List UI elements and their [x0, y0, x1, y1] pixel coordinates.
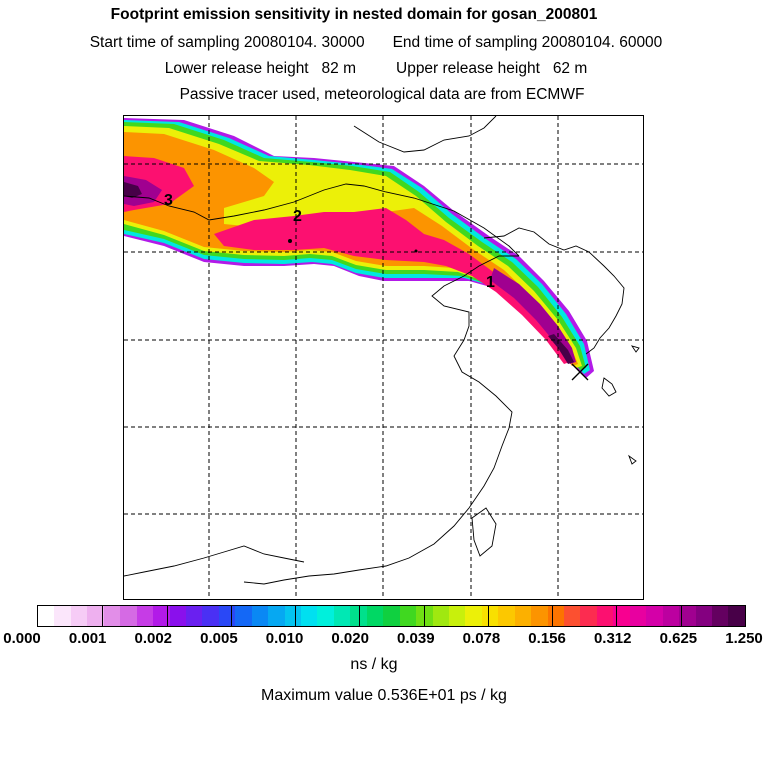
location-dot — [288, 239, 292, 243]
colorbar-cell — [728, 606, 745, 626]
colorbar-separator — [359, 606, 361, 626]
colorbar-cell — [169, 606, 186, 626]
colorbar-cell — [333, 606, 351, 626]
colorbar-cell — [662, 606, 680, 626]
sampling-times: Start time of sampling 20080104. 30000 En… — [0, 34, 760, 52]
colorbar-cell — [103, 606, 121, 626]
colorbar-tick-label: 0.156 — [528, 630, 566, 647]
colorbar-cell — [350, 606, 367, 626]
colorbar-cell — [284, 606, 301, 626]
colorbar-tick-label: 0.001 — [68, 630, 107, 647]
colorbar-tick-label: 0.020 — [331, 630, 369, 647]
colorbar-tick-label: 0.078 — [462, 630, 501, 647]
colorbar-cell — [564, 606, 581, 626]
footprint-map: 1 2 3 — [123, 115, 644, 600]
colorbar-cell — [481, 606, 499, 626]
colorbar-cell — [465, 606, 482, 626]
cluster-label-2: 2 — [293, 208, 302, 225]
colorbar-tick-label: 0.005 — [200, 630, 238, 647]
colorbar-cell — [317, 606, 334, 626]
colorbar-cell — [448, 606, 466, 626]
colorbar-cell — [136, 606, 154, 626]
colorbar-separator — [552, 606, 554, 626]
maximum-value: Maximum value 0.536E+01 ps / kg — [261, 687, 507, 704]
colorbar-separator — [616, 606, 618, 626]
colorbar — [37, 605, 746, 627]
colorbar-separator — [166, 606, 168, 626]
upper-release-height: Upper release height 62 m — [396, 60, 588, 77]
map-svg: 1 2 3 — [124, 116, 643, 599]
start-time: Start time of sampling 20080104. 30000 — [89, 34, 365, 51]
location-dot — [414, 249, 418, 253]
colorbar-tick-label: 0.039 — [397, 630, 435, 647]
cluster-label-3: 3 — [164, 192, 173, 209]
colorbar-ticks: 0.000 0.001 0.002 0.005 0.010 0.020 0.039 0.078… — [0, 630, 768, 650]
colorbar-tick-label: 0.312 — [593, 630, 632, 647]
colorbar-cell — [711, 606, 729, 626]
colorbar-cell — [218, 606, 236, 626]
colorbar-cell — [38, 606, 55, 626]
colorbar-tick-label: 0.625 — [659, 630, 698, 647]
colorbar-tick-label: 0.000 — [3, 630, 41, 647]
colorbar-tick-label: 1.250 — [725, 630, 763, 647]
colorbar-cell — [87, 606, 104, 626]
colorbar-cell — [646, 606, 663, 626]
cluster-label-1: 1 — [486, 274, 495, 291]
coastlines — [124, 116, 640, 585]
end-time: End time of sampling 20080104. 60000 — [392, 34, 663, 51]
lower-release-height: Lower release height 82 m — [164, 60, 356, 77]
colorbar-cell — [531, 606, 548, 626]
colorbar-cell — [514, 606, 532, 626]
colorbar-cell — [547, 606, 564, 626]
colorbar-separator — [102, 606, 104, 626]
colorbar-cell — [235, 606, 252, 626]
colorbar-tick-label: 0.010 — [265, 630, 304, 647]
x-marker-icon — [571, 363, 589, 381]
colorbar-cell — [399, 606, 417, 626]
colorbar-cell — [695, 606, 712, 626]
plume-layer-magenta — [124, 156, 570, 364]
colorbar-cell — [613, 606, 630, 626]
colorbar-cell — [679, 606, 696, 626]
colorbar-cell — [432, 606, 449, 626]
colorbar-cell — [580, 606, 597, 626]
colorbar-separator — [230, 606, 232, 626]
colorbar-cell — [366, 606, 384, 626]
colorbar-cell — [596, 606, 614, 626]
colorbar-cell — [251, 606, 269, 626]
release-heights: Lower release height 82 m Upper release h… — [0, 60, 760, 78]
colorbar-unit: ns / kg — [350, 656, 398, 673]
colorbar-cell — [629, 606, 647, 626]
colorbar-cell — [185, 606, 203, 626]
colorbar-cell — [70, 606, 88, 626]
colorbar-separator — [423, 606, 425, 626]
colorbar-cell — [268, 606, 285, 626]
colorbar-cell — [301, 606, 318, 626]
colorbar-separator — [680, 606, 682, 626]
colorbar-separator — [295, 606, 297, 626]
colorbar-tick-label: 0.002 — [134, 630, 173, 647]
colorbar-cell — [383, 606, 400, 626]
plot-title: Footprint emission sensitivity in nested… — [110, 6, 598, 23]
colorbar-separator — [487, 606, 489, 626]
colorbar-cell — [498, 606, 515, 626]
colorbar-cell — [54, 606, 71, 626]
tracer-info: Passive tracer used, meteorological data… — [179, 86, 585, 103]
map-gridlines — [124, 116, 643, 599]
colorbar-cell — [120, 606, 137, 626]
colorbar-cell — [153, 606, 170, 626]
colorbar-cell — [202, 606, 219, 626]
